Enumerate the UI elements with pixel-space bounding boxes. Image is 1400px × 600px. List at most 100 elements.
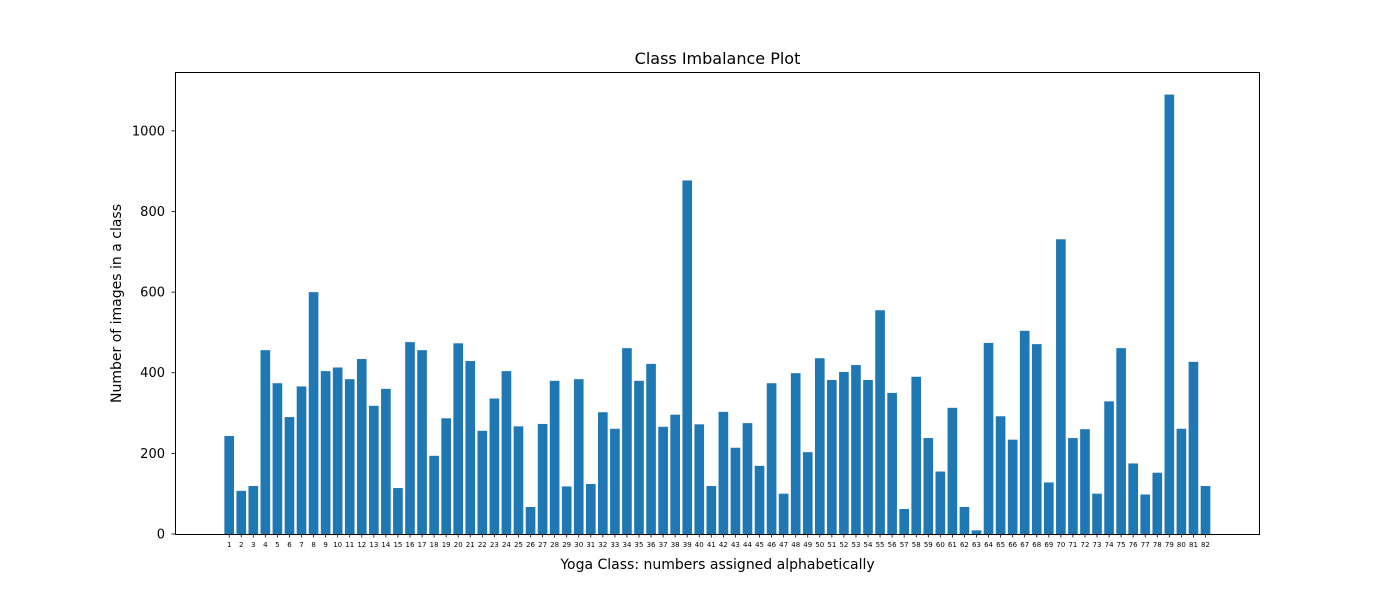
y-tick-label: 800 xyxy=(140,205,165,220)
x-tick-label: 68 xyxy=(1032,541,1041,549)
bar-33 xyxy=(610,428,620,534)
bar-45 xyxy=(754,465,765,534)
x-tick-label: 33 xyxy=(610,541,619,549)
x-tick-label: 64 xyxy=(984,541,993,549)
x-tick-label: 70 xyxy=(1056,541,1065,549)
x-tick-label: 43 xyxy=(731,541,740,549)
bar-54 xyxy=(863,380,873,534)
x-axis-label: Yoga Class: numbers assigned alphabetica… xyxy=(559,557,874,573)
bar-48 xyxy=(790,373,801,534)
x-tick-label: 65 xyxy=(996,541,1005,549)
y-tick-label: 1000 xyxy=(132,124,165,139)
x-tick-label: 62 xyxy=(960,541,969,549)
bar-7 xyxy=(296,386,307,534)
bar-22 xyxy=(477,430,488,534)
bar-41 xyxy=(706,486,717,534)
y-tick-label: 400 xyxy=(140,366,165,381)
x-tick-label: 11 xyxy=(345,541,354,549)
x-tick-label: 13 xyxy=(369,541,378,549)
x-tick-label: 14 xyxy=(381,541,390,549)
x-tick-label: 23 xyxy=(490,541,499,549)
bar-36 xyxy=(646,363,656,534)
x-tick-label: 77 xyxy=(1141,541,1150,549)
bar-49 xyxy=(802,452,813,534)
bar-44 xyxy=(742,423,753,534)
x-tick-label: 22 xyxy=(478,541,487,549)
x-tick-label: 58 xyxy=(912,541,921,549)
bar-5 xyxy=(272,383,283,534)
bar-14 xyxy=(381,388,391,534)
x-tick-label: 24 xyxy=(502,541,511,549)
bar-12 xyxy=(356,359,367,534)
bar-56 xyxy=(887,392,897,534)
x-tick-label: 29 xyxy=(562,541,571,549)
x-tick-label: 30 xyxy=(574,541,583,549)
x-tick-label: 34 xyxy=(622,541,631,549)
bar-69 xyxy=(1043,482,1054,534)
y-tick-label: 200 xyxy=(140,447,165,462)
bar-17 xyxy=(417,350,427,534)
bar-42 xyxy=(718,411,729,534)
bar-3 xyxy=(248,486,259,534)
x-tick-label: 56 xyxy=(888,541,897,549)
x-tick-label: 72 xyxy=(1081,541,1090,549)
bar-20 xyxy=(453,343,464,534)
x-tick-label: 73 xyxy=(1093,541,1102,549)
bar-66 xyxy=(1007,439,1018,534)
bar-60 xyxy=(935,471,946,534)
bar-31 xyxy=(585,484,596,534)
x-tick-label: 59 xyxy=(924,541,933,549)
bar-9 xyxy=(320,371,331,534)
x-tick-label: 76 xyxy=(1129,541,1138,549)
bar-55 xyxy=(875,310,885,534)
x-tick-label: 35 xyxy=(635,541,644,549)
x-tick-label: 63 xyxy=(972,541,981,549)
x-tick-label: 20 xyxy=(454,541,463,549)
bar-52 xyxy=(839,371,849,534)
x-tick-label: 10 xyxy=(333,541,342,549)
bar-19 xyxy=(441,418,451,534)
x-tick-label: 4 xyxy=(263,541,268,549)
bar-75 xyxy=(1116,348,1126,534)
bars-group xyxy=(224,94,1211,535)
bar-2 xyxy=(236,490,247,534)
bar-11 xyxy=(344,379,355,534)
bar-58 xyxy=(911,376,922,534)
x-tick-label: 17 xyxy=(418,541,427,549)
bar-23 xyxy=(489,398,500,534)
bar-72 xyxy=(1080,429,1090,534)
x-tick-label: 37 xyxy=(659,541,668,549)
bar-82 xyxy=(1200,486,1211,534)
x-tick-label: 47 xyxy=(779,541,788,549)
bar-64 xyxy=(983,342,994,534)
bar-50 xyxy=(814,358,825,534)
bar-37 xyxy=(658,426,668,534)
bar-47 xyxy=(778,493,789,534)
bar-6 xyxy=(284,417,295,534)
bar-16 xyxy=(405,342,415,534)
x-tick-label: 2 xyxy=(239,541,243,549)
bar-67 xyxy=(1019,330,1030,534)
bar-29 xyxy=(561,486,572,534)
x-tick-label: 67 xyxy=(1020,541,1029,549)
x-tick-label: 80 xyxy=(1177,541,1186,549)
bar-28 xyxy=(549,380,560,534)
x-tick-label: 36 xyxy=(647,541,656,549)
bar-81 xyxy=(1188,361,1199,534)
bar-4 xyxy=(260,350,271,534)
x-tick-label: 40 xyxy=(695,541,704,549)
x-tick-label: 25 xyxy=(514,541,523,549)
bar-80 xyxy=(1176,428,1187,534)
x-tick-label: 75 xyxy=(1117,541,1126,549)
x-tick-label: 27 xyxy=(538,541,547,549)
bar-57 xyxy=(899,509,909,534)
x-tick-label: 44 xyxy=(743,541,752,549)
x-tick-label: 5 xyxy=(275,541,279,549)
x-tick-label: 81 xyxy=(1189,541,1198,549)
x-tick-label: 18 xyxy=(430,541,439,549)
bar-53 xyxy=(851,365,861,534)
bar-18 xyxy=(429,455,439,534)
x-tick-label: 57 xyxy=(900,541,909,549)
bar-27 xyxy=(537,423,548,534)
